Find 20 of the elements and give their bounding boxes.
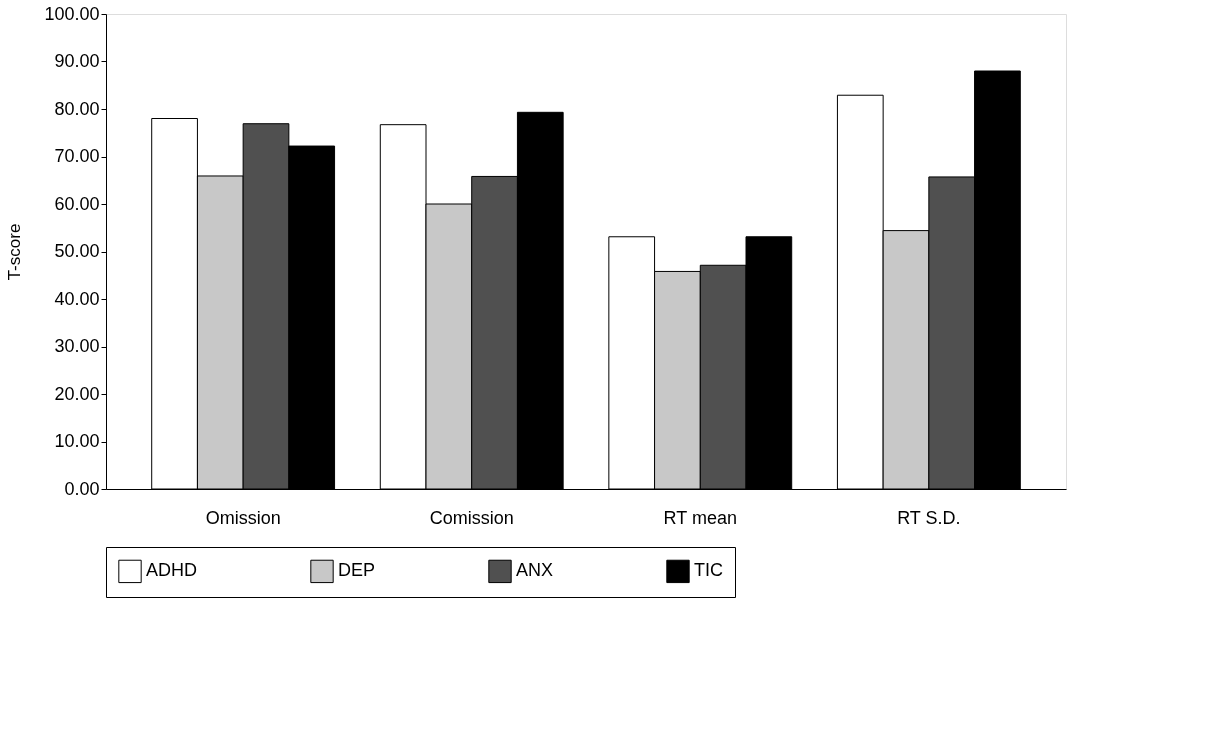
y-tick-label: 30.00 — [54, 336, 100, 356]
y-tick-label: 40.00 — [54, 288, 100, 309]
legend-label: TIC — [694, 560, 723, 581]
x-tick-label: RT S.D. — [897, 507, 961, 528]
x-tick-label: Omission — [205, 507, 281, 528]
legend-label: ADHD — [146, 560, 198, 581]
y-tick-label: 0.00 — [64, 478, 100, 499]
y-tick-label: 80.00 — [54, 98, 100, 119]
x-tick-label: RT mean — [663, 507, 737, 528]
y-tick-label: 10.00 — [54, 431, 100, 451]
y-tick-label: 70.00 — [54, 146, 100, 166]
legend-label: ANX — [516, 560, 554, 581]
y-axis-title: T-score — [5, 223, 25, 281]
y-tick-label: 100.00 — [44, 3, 100, 24]
y-tick-label: 50.00 — [54, 241, 100, 261]
legend-label: DEP — [338, 560, 376, 581]
x-tick-label: Comission — [429, 507, 514, 528]
y-tick-label: 60.00 — [54, 193, 100, 214]
y-tick-label: 20.00 — [54, 383, 100, 404]
y-tick-label: 90.00 — [54, 51, 100, 71]
